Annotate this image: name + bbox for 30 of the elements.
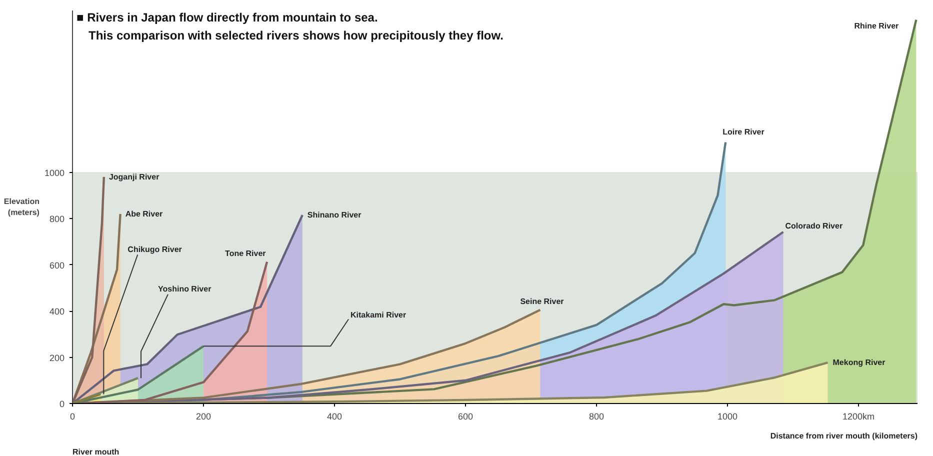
x-tick-label: 400 bbox=[327, 412, 342, 422]
x-tick-label: 600 bbox=[458, 412, 474, 422]
y-tick-label: 0 bbox=[59, 399, 65, 409]
x-tick-label: 0 bbox=[70, 412, 76, 422]
series-label: Tone River bbox=[225, 249, 266, 258]
chart-title: ■ Rivers in Japan flow directly from mountain to sea. bbox=[76, 10, 378, 24]
text: Kitakami River bbox=[350, 310, 406, 320]
y-axis-title: Elevation (meters) bbox=[4, 197, 40, 217]
x-tick-label: 800 bbox=[589, 412, 604, 422]
text: Chikugo River bbox=[128, 244, 182, 254]
text: River mouth bbox=[72, 448, 120, 456]
series-label: Joganji River bbox=[108, 172, 160, 182]
text: Yoshino River bbox=[158, 284, 212, 294]
series-label: Colorado River bbox=[785, 221, 843, 230]
series-label: Loire River bbox=[722, 127, 764, 136]
series-label: Abe River bbox=[125, 209, 163, 218]
y-tick-label: 800 bbox=[49, 214, 65, 224]
series-label: Seine River bbox=[520, 297, 564, 306]
series-label: Rhine River bbox=[854, 21, 899, 30]
x-axis-title: Distance from river mouth (kilometers) bbox=[770, 432, 918, 440]
y-tick-label: 600 bbox=[49, 260, 65, 270]
x-tick-label: 200 bbox=[196, 412, 212, 422]
x-tick-label: 1200km bbox=[842, 412, 875, 422]
series-label: Shinano River bbox=[307, 210, 362, 220]
text: This comparison with selected rivers shows how precipitously they flow. bbox=[88, 28, 504, 42]
series-label: Mekong River bbox=[832, 358, 886, 368]
y-tick-label: 200 bbox=[49, 352, 65, 363]
y-tick-label: 400 bbox=[49, 306, 65, 317]
x-tick-label: 1000 bbox=[718, 412, 738, 422]
y-tick-label: 1000 bbox=[44, 168, 65, 178]
